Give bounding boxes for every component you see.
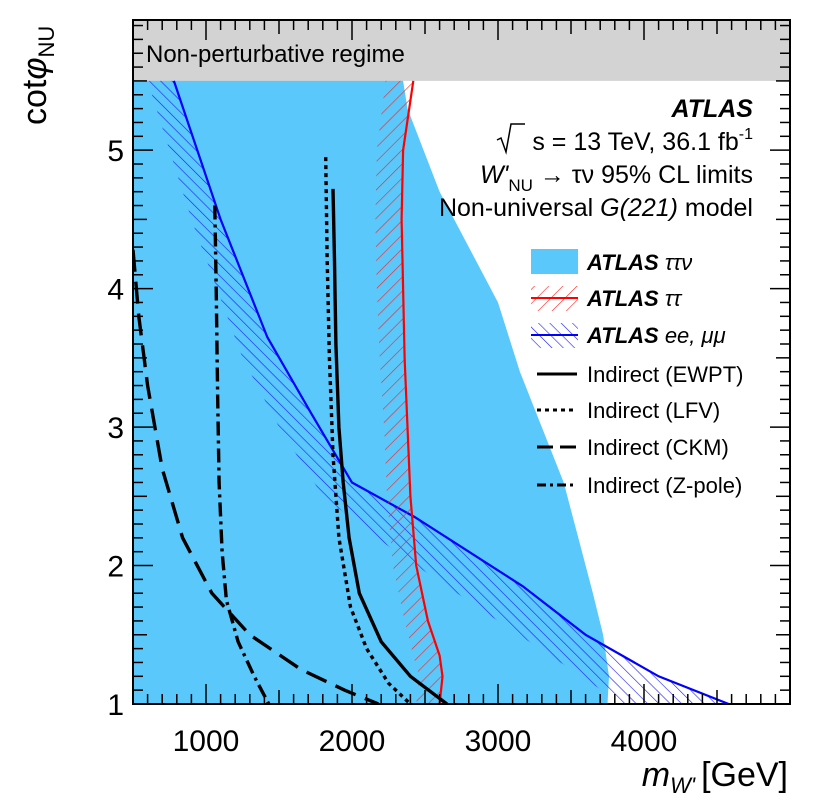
sqrt-symbol [496, 123, 525, 155]
legend-entry-lfv: Indirect (LFV) [587, 398, 720, 423]
x-tick-label: 2000 [319, 725, 386, 758]
non-perturbative-band [133, 20, 790, 81]
x-tick-label: 4000 [611, 725, 678, 758]
legend-swatch-tau-nu [531, 249, 578, 274]
y-tick-label: 2 [107, 551, 124, 584]
atlas-tautau-hatched-band [375, 80, 443, 704]
atlas-tau-nu-excluded-region [133, 20, 609, 704]
x-tick-label: 1000 [173, 725, 240, 758]
axis-ticks [133, 20, 790, 704]
legend-entry-tau-nu: ATLAS ττν [586, 250, 692, 275]
y-tick-label: 4 [107, 274, 124, 307]
y-tick-labels: 1 2 3 4 5 [107, 135, 124, 722]
legend-entry-z-pole: Indirect (Z-pole) [587, 473, 742, 498]
plot-frame [132, 19, 791, 705]
atlas-ee-mumu-hatched-band [147, 80, 729, 704]
x-tick-label: 3000 [465, 725, 532, 758]
x-axis-title: mW' [GeV] [642, 756, 788, 798]
non-perturbative-label: Non-perturbative regime [146, 41, 405, 68]
y-tick-label: 1 [107, 689, 124, 722]
energy-lumi-label: s = 13 TeV, 36.1 fb-1 [532, 126, 753, 156]
process-label: W'NU → τν 95% CL limits [480, 161, 753, 195]
indirect-ewpt-line [331, 188, 448, 704]
legend: ATLAS ττν ATLAS ττ ATLAS ee, μμ Indirect… [531, 249, 743, 498]
atlas-tautau-limit-line [400, 80, 444, 704]
legend-entry-ee-mumu: ATLAS ee, μμ [586, 323, 726, 348]
y-tick-label: 5 [107, 135, 124, 168]
y-tick-label: 3 [107, 412, 124, 445]
indirect-lfv-line [324, 157, 412, 704]
legend-entry-ckm: Indirect (CKM) [587, 435, 729, 460]
x-tick-labels: 1000 2000 3000 4000 [173, 725, 678, 758]
y-axis-title: cotφNU [16, 26, 59, 125]
atlas-label: ATLAS s = 13 TeV, 36.1 fb-1 W'NU → τν 95… [439, 95, 753, 222]
atlas-ee-mumu-limit-line [172, 80, 730, 704]
legend-entry-tautau: ATLAS ττ [586, 286, 683, 311]
atlas-experiment-label: ATLAS [671, 95, 754, 123]
indirect-z-pole-line [213, 205, 271, 704]
model-label: Non-universal G(221) model [439, 194, 753, 222]
legend-entry-ewpt: Indirect (EWPT) [587, 362, 743, 387]
indirect-ckm-line [133, 249, 379, 704]
